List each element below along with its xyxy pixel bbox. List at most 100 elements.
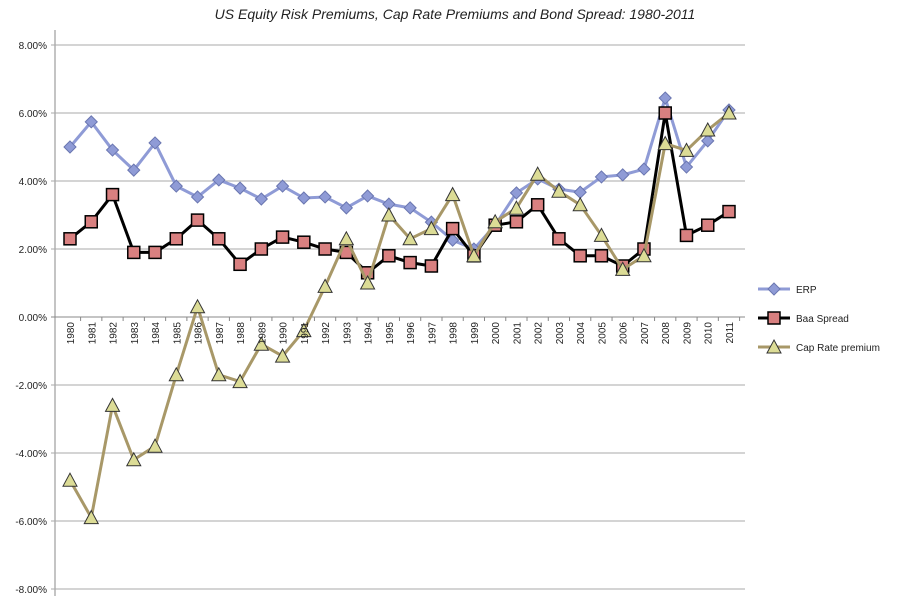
data-point bbox=[636, 247, 652, 263]
data-point bbox=[274, 348, 291, 363]
y-tick-label: 2.00% bbox=[19, 245, 47, 256]
chart-title: US Equity Risk Premiums, Cap Rate Premiu… bbox=[215, 6, 696, 22]
data-point bbox=[233, 181, 247, 195]
data-point bbox=[593, 227, 610, 242]
data-point bbox=[360, 189, 375, 203]
data-point bbox=[212, 173, 226, 187]
y-tick-label: -8.00% bbox=[15, 585, 47, 596]
data-point bbox=[359, 274, 376, 290]
data-point bbox=[722, 204, 736, 219]
data-point bbox=[701, 134, 715, 148]
data-point bbox=[63, 232, 77, 246]
y-tick-label: -6.00% bbox=[15, 517, 47, 528]
data-point bbox=[509, 186, 524, 200]
x-tick-label: 1996 bbox=[406, 322, 417, 345]
series-baa-spread bbox=[63, 106, 736, 280]
legend-label: Cap Rate premium bbox=[796, 343, 880, 354]
data-point bbox=[62, 472, 78, 487]
data-point bbox=[424, 259, 439, 273]
data-point bbox=[318, 190, 332, 204]
x-tick-label: 2001 bbox=[512, 322, 523, 345]
y-tick-label: 0.00% bbox=[19, 313, 47, 324]
data-point bbox=[254, 242, 269, 256]
data-point bbox=[466, 247, 482, 263]
data-point bbox=[275, 179, 290, 193]
data-point bbox=[190, 213, 205, 227]
data-point bbox=[573, 249, 587, 263]
data-point bbox=[423, 220, 440, 236]
data-point bbox=[104, 397, 121, 412]
legend-marker bbox=[766, 338, 782, 354]
data-point bbox=[253, 336, 270, 351]
data-point bbox=[530, 198, 545, 212]
x-tick-label: 1995 bbox=[385, 322, 396, 345]
data-point bbox=[700, 218, 715, 232]
x-tick-label: 1993 bbox=[342, 322, 353, 345]
data-point bbox=[403, 201, 417, 215]
data-point bbox=[127, 245, 141, 260]
series-line bbox=[68, 111, 730, 522]
data-point bbox=[594, 170, 609, 184]
data-point bbox=[658, 91, 672, 105]
x-tick-label: 2006 bbox=[619, 322, 630, 345]
x-tick-label: 2002 bbox=[534, 322, 545, 345]
data-point bbox=[381, 206, 397, 222]
legend-label: ERP bbox=[796, 285, 817, 296]
data-point bbox=[594, 249, 609, 263]
y-tick-label: 6.00% bbox=[19, 109, 47, 120]
data-point bbox=[445, 221, 460, 236]
data-point bbox=[190, 190, 205, 204]
x-tick-label: 2004 bbox=[576, 322, 587, 345]
data-point bbox=[318, 242, 332, 256]
data-point bbox=[509, 215, 524, 229]
y-tick-label: 8.00% bbox=[19, 41, 47, 52]
data-point bbox=[721, 104, 737, 120]
data-point bbox=[658, 106, 672, 120]
data-point bbox=[699, 121, 716, 137]
y-tick-label: 4.00% bbox=[19, 177, 47, 188]
x-tick-label: 2011 bbox=[725, 322, 736, 344]
x-tick-label: 1989 bbox=[257, 322, 268, 345]
data-point bbox=[552, 232, 566, 246]
series-erp bbox=[63, 91, 736, 256]
legend-marker bbox=[767, 282, 781, 296]
x-tick-label: 1986 bbox=[194, 322, 205, 345]
data-point bbox=[297, 191, 311, 205]
x-tick-label: 1997 bbox=[427, 322, 438, 345]
x-tick-label: 1985 bbox=[172, 322, 183, 345]
x-tick-label: 2003 bbox=[555, 322, 566, 345]
x-tick-label: 1982 bbox=[109, 322, 120, 345]
data-point bbox=[403, 255, 417, 270]
x-tick-label: 1987 bbox=[215, 322, 226, 345]
series-cap-rate-premium bbox=[62, 104, 737, 525]
data-point bbox=[529, 166, 546, 181]
legend-marker bbox=[767, 311, 781, 325]
data-point bbox=[210, 366, 227, 382]
data-point bbox=[616, 168, 630, 182]
data-point bbox=[233, 257, 247, 272]
data-point bbox=[254, 192, 269, 206]
data-point bbox=[297, 235, 311, 249]
x-tick-label: 1992 bbox=[321, 322, 332, 345]
x-tick-label: 1999 bbox=[470, 322, 481, 345]
data-point bbox=[296, 322, 312, 338]
x-tick-label: 1984 bbox=[151, 322, 162, 345]
y-tick-label: -2.00% bbox=[15, 381, 47, 392]
data-point bbox=[444, 186, 461, 202]
data-point bbox=[105, 187, 120, 202]
data-point bbox=[657, 135, 674, 151]
data-point bbox=[339, 201, 354, 215]
x-tick-label: 1991 bbox=[300, 322, 311, 345]
data-point bbox=[678, 142, 695, 157]
x-tick-label: 1983 bbox=[130, 322, 141, 345]
x-tick-label: 2010 bbox=[704, 322, 715, 345]
data-point bbox=[679, 160, 694, 174]
x-tick-label: 1981 bbox=[87, 322, 98, 345]
x-tick-label: 1994 bbox=[364, 322, 375, 345]
data-point bbox=[148, 136, 162, 150]
data-point bbox=[637, 162, 651, 176]
data-point bbox=[189, 298, 206, 314]
data-point bbox=[125, 451, 142, 467]
